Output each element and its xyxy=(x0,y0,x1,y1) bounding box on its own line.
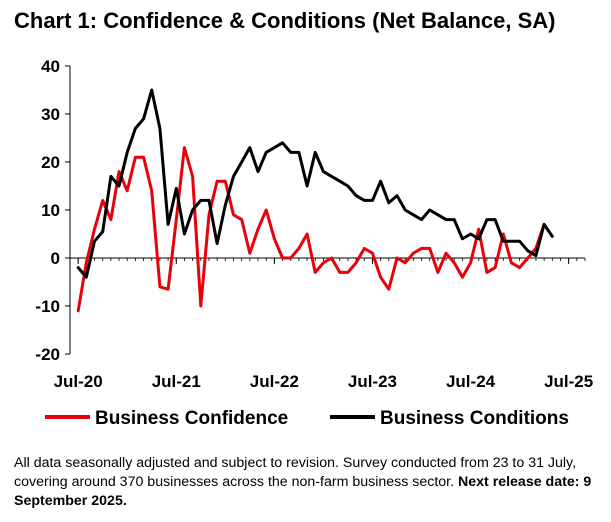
chart-marks xyxy=(76,88,554,313)
footnote-release-date: Next release date: 9 September 2025. xyxy=(14,474,592,509)
y-tick-label: 10 xyxy=(41,201,60,220)
y-tick-label: -10 xyxy=(35,297,60,316)
y-tick-label: 20 xyxy=(41,153,60,172)
y-tick-label: -20 xyxy=(35,345,60,364)
x-tick-label: Jul-21 xyxy=(152,372,201,391)
x-tick-label: Jul-25 xyxy=(544,372,593,391)
series-line-business-confidence xyxy=(76,146,546,313)
chart: 40 30 20 10 0 -10 -20 Jul-20 Jul-21 Jul-22 Jul-23 J… xyxy=(35,57,593,429)
legend-label-business-conditions: Business Conditions xyxy=(380,408,569,429)
legend-label-business-confidence: Business Confidence xyxy=(95,408,288,429)
series-line-business-conditions xyxy=(76,88,554,279)
x-tick-label: Jul-24 xyxy=(446,372,496,391)
footnote-text: All data seasonally adjusted and subject… xyxy=(14,455,577,490)
y-tick-label: 0 xyxy=(51,249,60,268)
y-tick-label: 30 xyxy=(41,105,60,124)
footnote: All data seasonally adjusted and subject… xyxy=(14,454,604,511)
y-tick-label: 40 xyxy=(41,57,60,76)
x-tick-label: Jul-23 xyxy=(348,372,397,391)
chart-axes: 40 30 20 10 0 -10 -20 Jul-20 Jul-21 Jul-22 Jul-23 J… xyxy=(35,57,593,391)
x-tick-label: Jul-22 xyxy=(250,372,299,391)
chart-title: Chart 1: Confidence & Conditions (Net Ba… xyxy=(14,8,556,33)
x-tick-label: Jul-20 xyxy=(54,372,103,391)
chart-legend: Business Confidence Business Conditions xyxy=(45,408,569,429)
